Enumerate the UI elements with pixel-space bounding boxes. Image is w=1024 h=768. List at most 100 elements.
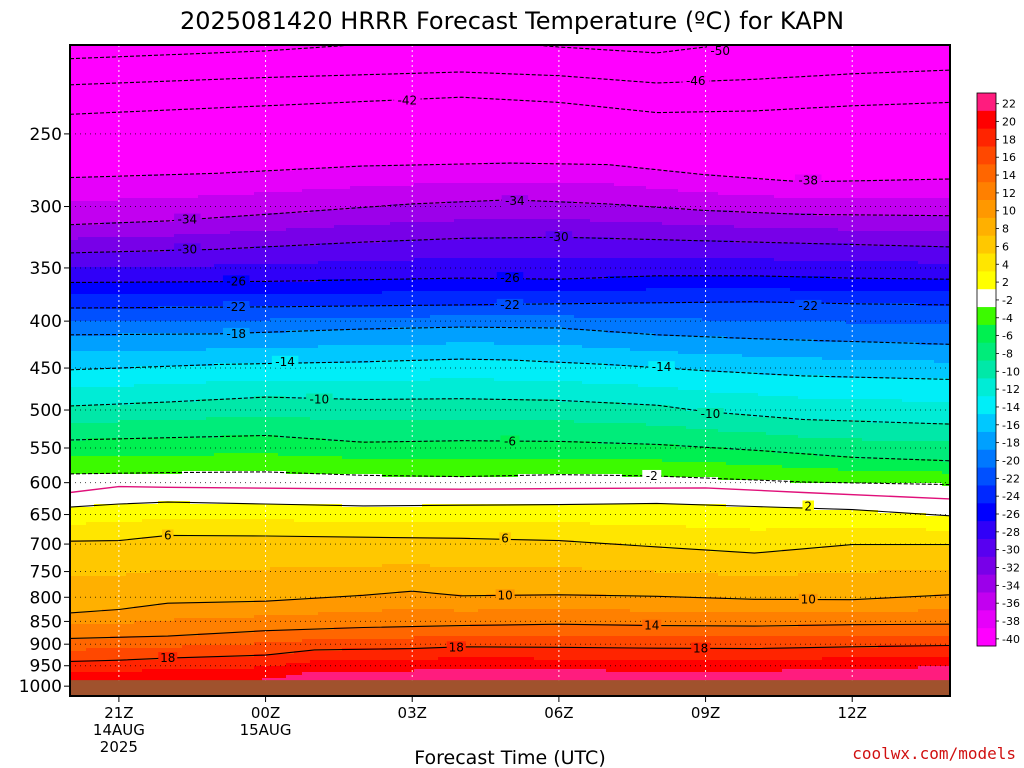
fill-band-cell [550, 303, 559, 316]
fill-band-cell [478, 378, 487, 400]
fill-band-cell [270, 567, 279, 601]
fill-band-cell [934, 45, 943, 181]
fill-band-cell [422, 564, 431, 595]
fill-band-cell [238, 294, 247, 307]
fill-band-cell [854, 198, 863, 217]
fill-band-cell [70, 456, 79, 475]
fill-band-cell [222, 45, 231, 175]
fill-band-cell [270, 435, 279, 454]
fill-band-cell [678, 549, 687, 574]
colorbar-label: 2 [1002, 276, 1009, 289]
fill-band-cell [350, 660, 359, 673]
fill-band-cell [86, 351, 95, 370]
fill-band-cell [750, 660, 759, 673]
fill-band-cell [78, 252, 87, 268]
fill-band-cell [430, 648, 439, 661]
fill-band-cell [422, 459, 431, 478]
fill-band-cell [822, 648, 831, 658]
fill-band-cell [646, 366, 655, 388]
fill-band-cell [78, 576, 87, 613]
fill-band-cell [486, 441, 495, 460]
fill-band-cell [822, 612, 831, 625]
fill-band-cell [934, 291, 943, 307]
fill-band-cell [934, 231, 943, 247]
fill-band-cell [382, 507, 391, 523]
fill-band-cell [662, 387, 671, 406]
fill-band-cell [286, 615, 295, 631]
fill-band-cell [174, 198, 183, 220]
fill-band-cell [494, 657, 503, 670]
fill-band-cell [438, 378, 447, 400]
fill-band-cell [134, 384, 143, 403]
fill-band-cell [502, 399, 511, 421]
contour-label-background [697, 407, 724, 420]
fill-band-cell [286, 213, 295, 229]
fill-band-cell [446, 201, 455, 223]
fill-band-cell [334, 345, 343, 364]
fill-band-cell [790, 339, 799, 358]
fill-band-cell [174, 234, 183, 250]
fill-band-cell [710, 447, 719, 463]
fill-band-cell [150, 660, 159, 670]
fill-band-cell [182, 603, 191, 619]
fill-band-cell [686, 597, 695, 613]
fill-band-cell [798, 420, 807, 439]
fill-band-cell [182, 294, 191, 307]
fill-band-cell [70, 474, 79, 508]
fill-band-cell [334, 189, 343, 211]
fill-band-cell [470, 459, 479, 478]
fill-band-cell [694, 462, 703, 478]
fill-band-cell [870, 423, 879, 442]
fill-band-cell [518, 540, 527, 568]
fill-band-cell [150, 570, 159, 607]
fill-band-cell [190, 603, 199, 619]
fill-band-cell [598, 384, 607, 403]
fill-band-cell [518, 420, 527, 442]
fill-band-cell [342, 210, 351, 226]
fill-band-cell [238, 333, 247, 349]
fill-band-cell [414, 306, 423, 319]
fill-band-cell [326, 318, 335, 331]
fill-band-cell [622, 504, 631, 526]
fill-band-cell [190, 198, 199, 220]
fill-band-cell [934, 402, 943, 424]
fill-band-cell [230, 249, 239, 265]
fill-band-cell [606, 423, 615, 445]
fill-band-cell [878, 378, 887, 400]
fill-band-cell [382, 660, 391, 673]
fill-band-cell [150, 198, 159, 223]
fill-band-cell [566, 381, 575, 403]
fill-band-cell [118, 474, 127, 505]
fill-band-cell [390, 660, 399, 673]
fill-band-cell [910, 441, 919, 460]
fill-band-cell [454, 594, 463, 613]
fill-band-cell [870, 180, 879, 199]
fill-band-cell [838, 342, 847, 361]
fill-band-cell [398, 222, 407, 241]
fill-band-cell [662, 405, 671, 427]
colorbar-label: -14 [1002, 401, 1020, 414]
fill-band-cell [542, 399, 551, 421]
fill-band-cell [118, 198, 127, 223]
fill-band-cell [430, 504, 439, 523]
fill-band-cell [254, 171, 263, 193]
contour-line [70, 485, 950, 500]
fill-band-cell [310, 282, 319, 295]
contour-label: -22 [226, 300, 246, 314]
fill-band-cell [846, 657, 855, 670]
fill-band-cell [470, 657, 479, 670]
fill-band-cell [846, 624, 855, 637]
fill-band-cell [558, 291, 567, 304]
fill-band-cell [270, 537, 279, 568]
fill-band-cell [910, 291, 919, 304]
fill-band-cell [318, 210, 327, 229]
fill-band-cell [110, 222, 119, 238]
fill-band-cell [318, 279, 327, 295]
fill-band-cell [422, 45, 431, 166]
fill-band-cell [822, 546, 831, 574]
fill-band-cell [318, 189, 327, 211]
fill-band-cell [798, 648, 807, 661]
fill-band-cell [110, 321, 119, 337]
fill-band-cell [470, 540, 479, 568]
fill-band-cell [838, 216, 847, 232]
